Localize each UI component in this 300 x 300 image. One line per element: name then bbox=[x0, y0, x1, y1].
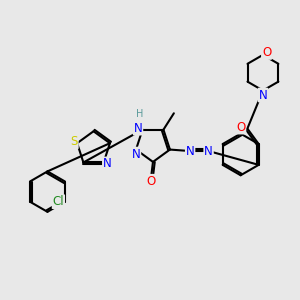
Text: N: N bbox=[204, 145, 213, 158]
Text: O: O bbox=[146, 175, 155, 188]
Text: N: N bbox=[259, 88, 267, 101]
Text: H: H bbox=[136, 109, 144, 119]
Text: N: N bbox=[134, 122, 142, 135]
Text: O: O bbox=[262, 46, 271, 59]
Text: N: N bbox=[103, 158, 112, 170]
Text: Cl: Cl bbox=[52, 195, 64, 208]
Text: S: S bbox=[70, 135, 78, 148]
Text: N: N bbox=[186, 145, 194, 158]
Text: O: O bbox=[236, 121, 245, 134]
Text: N: N bbox=[132, 148, 140, 160]
